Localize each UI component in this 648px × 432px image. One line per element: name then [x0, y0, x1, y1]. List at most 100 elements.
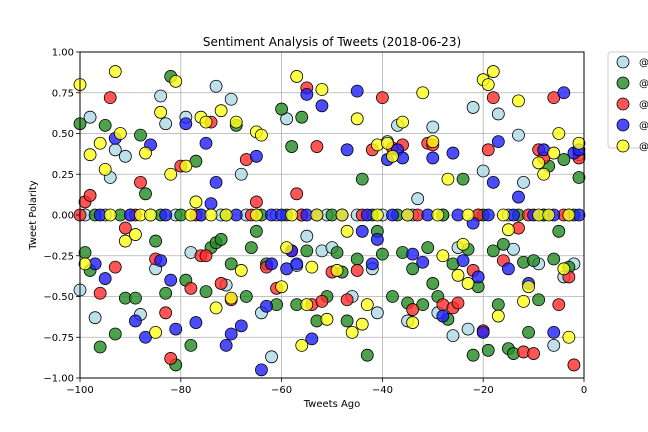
data-point	[315, 294, 329, 308]
data-point	[451, 296, 465, 310]
data-point	[275, 102, 289, 116]
data-point	[416, 86, 430, 100]
x-tick-label: −20	[473, 385, 494, 396]
data-point	[98, 118, 112, 132]
data-point	[204, 197, 218, 210]
data-point	[386, 149, 399, 163]
data-point	[552, 298, 566, 312]
data-point	[285, 140, 299, 153]
data-point	[340, 224, 354, 238]
data-point	[426, 151, 440, 165]
data-point	[139, 146, 152, 160]
y-tick-label: −0.50	[43, 292, 74, 303]
data-point	[547, 338, 561, 352]
data-point	[557, 153, 571, 166]
legend-label: @	[639, 142, 648, 153]
data-point	[481, 143, 495, 157]
data-point	[159, 306, 173, 320]
data-point	[310, 140, 324, 153]
data-point	[164, 352, 178, 365]
data-point	[244, 241, 258, 255]
data-point	[386, 208, 399, 222]
data-point	[486, 175, 500, 189]
data-point	[184, 208, 198, 222]
data-point	[522, 280, 535, 294]
data-point	[184, 281, 198, 295]
data-point	[108, 260, 122, 274]
data-point	[496, 237, 510, 251]
data-point	[441, 172, 455, 186]
data-point	[300, 229, 314, 243]
data-point	[476, 325, 490, 339]
data-point	[542, 208, 556, 222]
data-point	[370, 233, 384, 246]
legend-label: @	[639, 100, 648, 111]
data-point	[249, 149, 263, 163]
data-point	[154, 89, 168, 103]
data-point	[461, 322, 475, 336]
data-point	[466, 348, 480, 362]
data-point	[305, 260, 319, 274]
data-point	[290, 257, 304, 271]
data-point	[547, 252, 561, 266]
data-point	[315, 99, 329, 113]
data-point	[189, 316, 203, 329]
data-point	[83, 148, 97, 162]
data-point	[265, 257, 278, 271]
data-point	[355, 224, 369, 238]
data-point	[512, 94, 525, 108]
data-point	[370, 306, 384, 320]
data-point	[229, 115, 243, 129]
data-point	[209, 175, 223, 189]
data-point	[486, 65, 500, 78]
data-point	[164, 167, 178, 181]
data-point	[360, 348, 374, 362]
data-point	[517, 294, 530, 308]
data-point	[401, 208, 415, 222]
data-point	[265, 350, 278, 364]
data-point	[567, 358, 581, 372]
data-point	[572, 171, 586, 184]
data-point	[501, 223, 515, 237]
data-point	[159, 117, 173, 131]
data-point	[426, 277, 440, 290]
data-point	[431, 208, 445, 222]
data-point	[406, 303, 420, 316]
data-point	[340, 293, 354, 307]
data-point	[159, 208, 173, 222]
data-point	[149, 325, 163, 339]
data-point	[375, 247, 389, 261]
data-point	[471, 270, 485, 284]
data-point	[491, 298, 505, 312]
data-point	[512, 128, 525, 142]
y-tick-label: 0.25	[52, 170, 74, 181]
data-point	[113, 127, 127, 140]
data-point	[461, 208, 475, 222]
data-point	[310, 208, 324, 222]
data-point	[214, 104, 228, 118]
data-point	[214, 277, 228, 290]
data-point	[436, 309, 450, 323]
x-tick-label: −40	[372, 385, 393, 396]
data-point	[169, 74, 183, 88]
y-tick-label: −1.00	[43, 374, 74, 385]
data-point	[260, 299, 273, 313]
data-point	[108, 65, 122, 78]
y-tick-label: −0.25	[43, 251, 74, 262]
data-point	[184, 338, 198, 352]
legend-marker	[616, 55, 630, 69]
data-point	[396, 115, 409, 129]
data-point	[572, 136, 586, 150]
data-point	[330, 246, 344, 259]
data-point	[179, 159, 193, 173]
data-point	[224, 257, 238, 271]
y-tick-label: 0.00	[52, 211, 74, 222]
data-point	[375, 91, 389, 105]
legend-label: @	[639, 79, 648, 90]
data-points	[73, 65, 586, 377]
data-point	[108, 327, 122, 341]
data-point	[426, 120, 440, 134]
data-point	[199, 249, 213, 263]
data-point	[517, 175, 530, 189]
axis-ticks: −100 −80 −60 −40 −20 0 −1.00 −0.75 −0.50 −0.25 0.0…	[43, 48, 587, 397]
